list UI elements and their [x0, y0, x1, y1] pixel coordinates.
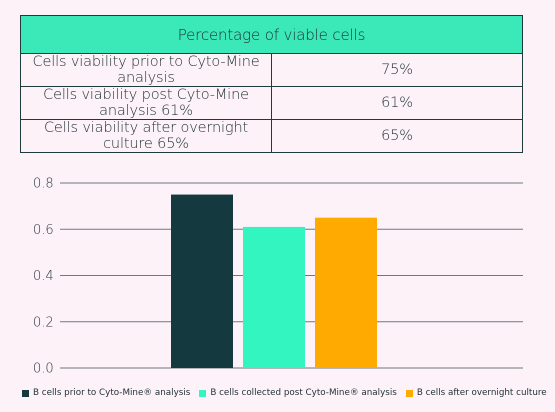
y-tick-label: 0.8 — [33, 177, 54, 192]
bar — [243, 226, 305, 368]
row-label: Cells viability after overnight culture … — [20, 119, 272, 153]
bar — [315, 217, 377, 368]
legend-swatch — [405, 389, 413, 397]
row-value: 65% — [271, 119, 523, 153]
legend-item: B cells collected post Cyto-Mine® analys… — [199, 388, 397, 398]
legend-item: B cells prior to Cyto-Mine® analysis — [22, 388, 190, 398]
row-label: Cells viability prior to Cyto-Mine analy… — [20, 53, 272, 87]
y-tick-label: 0.6 — [33, 223, 54, 238]
y-tick-label: 0.0 — [33, 362, 54, 377]
table-header-row: Percentage of viable cells — [20, 15, 523, 54]
table-header: Percentage of viable cells — [20, 15, 523, 54]
legend: B cells prior to Cyto-Mine® analysis B c… — [22, 388, 547, 398]
legend-swatch — [22, 389, 29, 397]
bar — [171, 194, 233, 368]
table-row: Cells viability post Cyto-Mine analysis … — [20, 86, 523, 120]
viability-table: Percentage of viable cells Cells viabili… — [20, 15, 523, 153]
y-axis-ticks: 0.0 0.2 0.4 0.6 0.8 — [33, 177, 54, 377]
legend-label: B cells collected post Cyto-Mine® analys… — [210, 388, 397, 398]
legend-swatch — [199, 389, 207, 397]
legend-item: B cells after overnight culture — [405, 388, 547, 398]
legend-label: B cells after overnight culture — [416, 388, 547, 398]
row-label: Cells viability post Cyto-Mine analysis … — [20, 86, 272, 120]
legend-label: B cells prior to Cyto-Mine® analysis — [33, 388, 191, 398]
y-tick-label: 0.2 — [33, 315, 54, 330]
bars — [171, 194, 377, 368]
table-row: Cells viability after overnight culture … — [20, 119, 523, 153]
y-tick-label: 0.4 — [33, 269, 54, 284]
